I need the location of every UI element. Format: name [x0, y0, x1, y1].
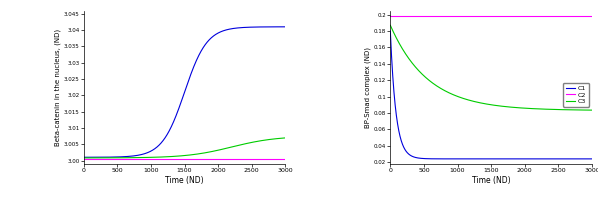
X-axis label: Time (ND): Time (ND) [165, 176, 204, 185]
Y-axis label: BP-Smad complex (ND): BP-Smad complex (ND) [365, 47, 371, 128]
Y-axis label: Beta-catenin in the nucleus, (ND): Beta-catenin in the nucleus, (ND) [54, 29, 61, 146]
Legend: C1, C2, C3: C1, C2, C3 [563, 83, 589, 107]
X-axis label: Time (ND): Time (ND) [472, 176, 511, 185]
